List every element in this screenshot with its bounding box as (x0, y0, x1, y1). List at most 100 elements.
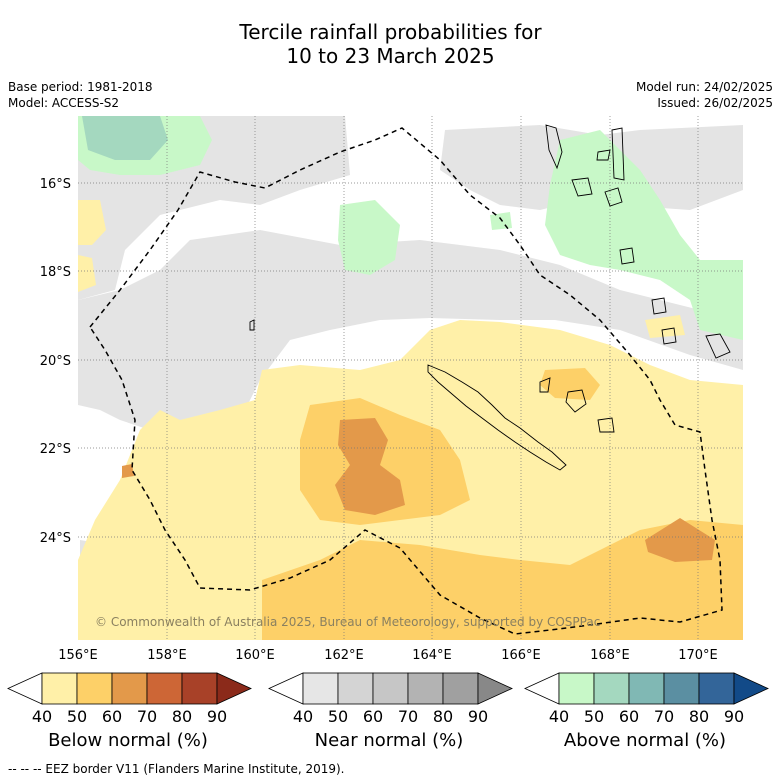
above-normal-region-mid (338, 200, 400, 275)
vanuatu-island-8 (661, 327, 677, 345)
colorbar-under-triangle (524, 672, 560, 705)
lat-label: 20°S (40, 354, 71, 369)
meta-right: Model run: 24/02/2025 Issued: 26/02/2025 (636, 79, 773, 111)
colorbar-tick-label: 80 (433, 707, 453, 726)
near-normal-region-central (78, 230, 743, 440)
meta-left: Base period: 1981-2018 Model: ACCESS-S2 (8, 79, 153, 111)
colorbar-below: 40 50 60 70 80 90 (7, 672, 252, 726)
title-line-2: 10 to 23 March 2025 (286, 44, 495, 68)
loyalty-island-3 (597, 417, 615, 433)
lon-label: 156°E (58, 648, 98, 663)
colorbar-segment (442, 672, 479, 705)
colorbar-tick-label: 40 (549, 707, 569, 726)
above-normal-region-nw-strong (82, 116, 168, 160)
vanuatu-island-1 (545, 124, 563, 170)
lat-labels: 16°S 18°S 20°S 22°S 24°S (40, 177, 71, 546)
colorbar-near: 40 50 60 70 80 90 (268, 672, 513, 726)
vanuatu-island-3 (571, 177, 593, 197)
colorbar-under-triangle (268, 672, 304, 705)
colorbar-segment (372, 672, 409, 705)
vanuatu-island-9 (705, 333, 731, 359)
lat-label: 22°S (40, 442, 71, 457)
above-normal-patch-small (490, 212, 512, 230)
colorbar-tick-label: 70 (398, 707, 418, 726)
colorbar-tick-label: 40 (32, 707, 52, 726)
vanuatu-island-7 (651, 297, 667, 315)
near-normal-patch-north (260, 140, 292, 160)
title-line-1: Tercile rainfall probabilities for (239, 20, 542, 44)
graticule (78, 116, 743, 640)
colorbar-segment (593, 672, 630, 705)
colorbar-segment (41, 672, 78, 705)
colorbar-segment (558, 672, 595, 705)
lon-label: 166°E (501, 648, 541, 663)
issued-date: Issued: 26/02/2025 (657, 96, 773, 110)
coastlines (249, 124, 731, 471)
colorbar-tick-label: 70 (137, 707, 157, 726)
colorbar-tick-label: 80 (689, 707, 709, 726)
colorbar-segment (111, 672, 148, 705)
colorbar-tick-label: 50 (67, 707, 87, 726)
model-name: Model: ACCESS-S2 (8, 96, 120, 110)
colorbar-segment (181, 672, 218, 705)
vanuatu-island-5 (611, 127, 625, 181)
lat-label: 18°S (40, 265, 71, 280)
colorbar-tick-label: 60 (102, 707, 122, 726)
below-normal-level60-se (645, 518, 715, 562)
colorbar-label-above: Above normal (%) (563, 730, 727, 751)
colorbar-over-triangle (733, 672, 769, 705)
colorbar-segment (337, 672, 374, 705)
lat-label: 24°S (40, 531, 71, 546)
loyalty-island-1 (539, 377, 551, 393)
lon-labels: 156°E 158°E 160°E 162°E 164°E 166°E 168°… (58, 648, 718, 663)
below-normal-level50-ne (540, 368, 600, 400)
lon-label: 168°E (590, 648, 630, 663)
lon-label: 158°E (147, 648, 187, 663)
lon-label: 170°E (678, 648, 718, 663)
colorbar-label-near: Near normal (%) (314, 730, 464, 751)
chart-title: Tercile rainfall probabilities for 10 to… (0, 20, 781, 68)
colorbar-over-triangle (477, 672, 513, 705)
colorbar-under-triangle (7, 672, 43, 705)
lat-label: 16°S (40, 177, 71, 192)
eez-border (89, 127, 723, 635)
colorbar-tick-label: 90 (468, 707, 488, 726)
below-normal-level60-dot (122, 464, 134, 478)
colorbar-above: 40 50 60 70 80 90 (524, 672, 769, 726)
vanuatu-island-6 (619, 247, 635, 265)
vanuatu-island-4 (604, 187, 623, 207)
colorbar-tick-label: 60 (363, 707, 383, 726)
colorbar-tick-label: 70 (654, 707, 674, 726)
colorbar-segment (407, 672, 444, 705)
new-caledonia-coastline (427, 364, 567, 471)
copyright-notice: © Commonwealth of Australia 2025, Bureau… (95, 615, 600, 629)
lon-label: 164°E (412, 648, 452, 663)
colorbar-segment (302, 672, 339, 705)
above-normal-region-east (545, 130, 743, 340)
colorbar-tick-label: 50 (584, 707, 604, 726)
below-normal-level50-south (262, 520, 743, 640)
colorbar-segment (628, 672, 665, 705)
below-normal-level60-central (335, 418, 405, 515)
below-normal-patch-west2 (78, 255, 96, 292)
colorbar-tick-label: 90 (207, 707, 227, 726)
colorbar-over-triangle (216, 672, 252, 705)
colorbar-tick-label: 40 (293, 707, 313, 726)
colorbar-tick-label: 90 (724, 707, 744, 726)
colorbar-segment (663, 672, 700, 705)
vanuatu-island-2 (596, 149, 611, 161)
lon-label: 160°E (235, 648, 275, 663)
map-area: © Commonwealth of Australia 2025, Bureau… (78, 116, 743, 640)
colorbar-tick-label: 50 (328, 707, 348, 726)
loyalty-island-2 (565, 389, 587, 413)
model-run: Model run: 24/02/2025 (635, 80, 773, 94)
eez-footnote: -- -- -- EEZ border V11 (Flanders Marine… (8, 762, 345, 776)
colorbar-label-below: Below normal (%) (48, 730, 208, 751)
colorbar-segment (698, 672, 735, 705)
base-period: Base period: 1981-2018 (8, 80, 153, 94)
lon-label: 162°E (324, 648, 364, 663)
colorbar-tick-label: 80 (172, 707, 192, 726)
colorbar-segment (76, 672, 113, 705)
colorbars: 40 50 60 70 80 90 40 50 60 70 80 90 40 50 60 70 80 90 (7, 672, 769, 726)
